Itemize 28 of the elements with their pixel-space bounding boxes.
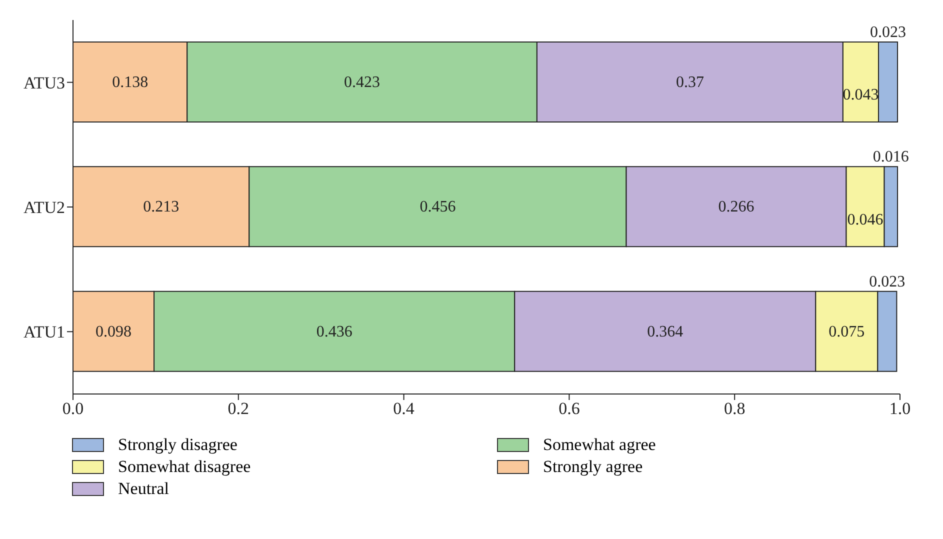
legend-label: Neutral xyxy=(118,479,169,499)
y-tick-label: ATU1 xyxy=(23,322,65,342)
data-label: 0.016 xyxy=(872,148,909,166)
data-label: 0.046 xyxy=(847,211,884,228)
data-label: 0.098 xyxy=(96,323,132,340)
y-tick-label: ATU2 xyxy=(23,198,65,218)
x-tick-label: 0.2 xyxy=(228,399,250,418)
data-label: 0.213 xyxy=(143,198,180,216)
x-tick-label: 0.8 xyxy=(724,399,746,418)
data-label: 0.023 xyxy=(870,24,906,41)
data-label: 0.37 xyxy=(676,74,704,91)
x-tick-label: 1.0 xyxy=(889,399,911,418)
data-label: 0.423 xyxy=(344,74,380,91)
x-tick-label: 0.6 xyxy=(558,399,580,418)
data-label: 0.266 xyxy=(718,198,754,216)
data-label: 0.436 xyxy=(316,323,352,340)
x-tick-label: 0.0 xyxy=(62,399,84,418)
data-label: 0.364 xyxy=(647,323,684,340)
legend-label: Somewhat agree xyxy=(543,435,656,455)
data-label: 0.456 xyxy=(420,198,456,216)
data-label: 0.138 xyxy=(112,74,148,91)
x-tick-label: 0.4 xyxy=(393,399,415,418)
legend-label: Strongly disagree xyxy=(118,435,238,455)
y-tick-label: ATU3 xyxy=(23,73,65,92)
legend-label: Strongly agree xyxy=(543,457,643,477)
data-label: 0.023 xyxy=(869,273,906,290)
data-label: 0.075 xyxy=(828,323,865,340)
legend-label: Somewhat disagree xyxy=(118,457,251,477)
